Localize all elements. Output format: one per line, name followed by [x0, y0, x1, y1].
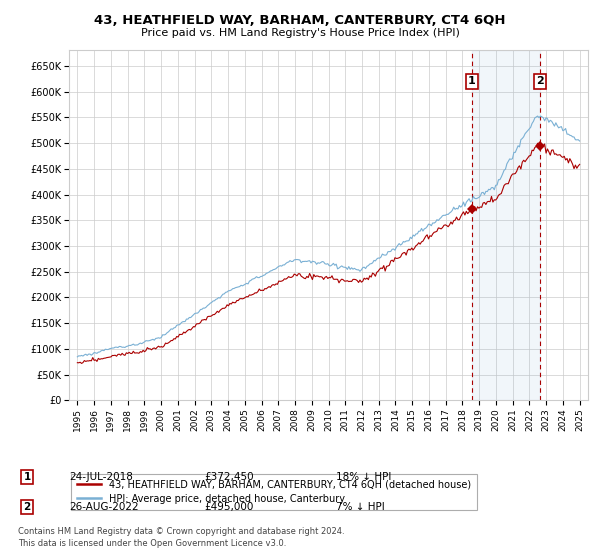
Bar	[472, 50, 540, 400]
Text: £372,450: £372,450	[204, 472, 254, 482]
Text: 2: 2	[23, 502, 31, 512]
Text: Contains HM Land Registry data © Crown copyright and database right 2024.: Contains HM Land Registry data © Crown c…	[18, 528, 344, 536]
Text: 24-JUL-2018: 24-JUL-2018	[69, 472, 133, 482]
Text: 18% ↓ HPI: 18% ↓ HPI	[336, 472, 391, 482]
Text: 1: 1	[468, 76, 476, 86]
Text: 26-AUG-2022: 26-AUG-2022	[69, 502, 139, 512]
Text: 7% ↓ HPI: 7% ↓ HPI	[336, 502, 385, 512]
Text: 1: 1	[23, 472, 31, 482]
Text: This data is licensed under the Open Government Licence v3.0.: This data is licensed under the Open Gov…	[18, 539, 286, 548]
Text: 43, HEATHFIELD WAY, BARHAM, CANTERBURY, CT4 6QH: 43, HEATHFIELD WAY, BARHAM, CANTERBURY, …	[94, 14, 506, 27]
Text: £495,000: £495,000	[204, 502, 253, 512]
Text: Price paid vs. HM Land Registry's House Price Index (HPI): Price paid vs. HM Land Registry's House …	[140, 28, 460, 38]
Text: 2: 2	[536, 76, 544, 86]
Legend: 43, HEATHFIELD WAY, BARHAM, CANTERBURY, CT4 6QH (detached house), HPI: Average p: 43, HEATHFIELD WAY, BARHAM, CANTERBURY, …	[71, 474, 477, 510]
